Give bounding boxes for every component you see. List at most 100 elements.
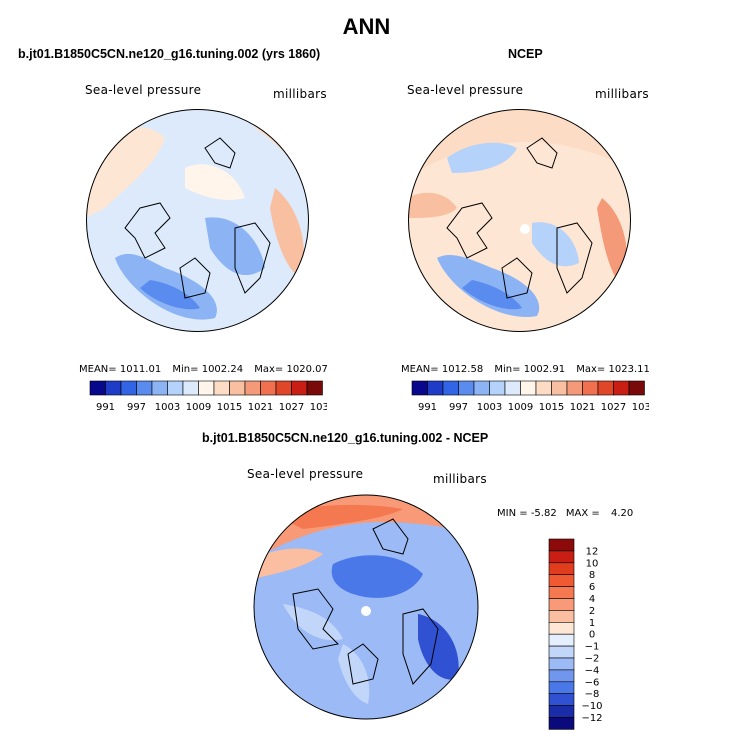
panel-bottom-variable-label: Sea-level pressure [247, 467, 364, 481]
colorbar-swatch [613, 380, 630, 396]
colorbar-tick-label: 1003 [155, 402, 180, 413]
colorbar-swatch [548, 538, 575, 552]
min-label: Min= [172, 364, 199, 375]
colorbar-swatch [548, 669, 575, 683]
colorbar-swatch [291, 380, 308, 396]
colorbar-swatch [260, 380, 277, 396]
colorbar-tick-label: 1009 [508, 402, 533, 413]
colorbar-tick-label: −4 [585, 665, 600, 676]
colorbar-swatch [167, 380, 184, 396]
field-region-high [270, 188, 304, 278]
colorbar-tick-label: 1015 [217, 402, 242, 413]
colorbar-swatch [548, 622, 575, 635]
colorbar-tick-label: 997 [449, 402, 468, 413]
panel-right-colorbar: 991 997 1003 1009 1015 1021 1027 1033 [411, 380, 649, 413]
colorbar-tick-label: 1027 [279, 402, 304, 413]
colorbar-swatch [275, 380, 292, 396]
panel-right-stats: MEAN= 1012.58 Min= 1002.91 Max= 1023.11 [401, 364, 650, 375]
panel-right-units-label: millibars [595, 87, 649, 101]
field-region-low [283, 604, 343, 641]
colorbar-swatch [120, 380, 137, 396]
colorbar-swatch [520, 380, 537, 396]
mean-value: 1012.58 [441, 364, 484, 375]
colorbar-swatch [182, 380, 199, 396]
coastlines [292, 518, 439, 685]
coastlines [124, 137, 271, 299]
panel-left-map [86, 109, 309, 332]
coastlines [446, 137, 593, 299]
field-region-low [447, 142, 517, 173]
max-value: 1020.07 [286, 364, 328, 375]
colorbar-tick-label: 1009 [186, 402, 211, 413]
field-region-high [408, 109, 631, 178]
colorbar-tick-label: −6 [585, 677, 600, 688]
colorbar-tick-label: −10 [581, 701, 602, 712]
colorbar-swatch [548, 550, 575, 564]
max-label: MAX = [565, 508, 600, 519]
colorbar-swatch [582, 380, 599, 396]
panel-bottom-map [253, 494, 479, 720]
colorbar-swatch [504, 380, 521, 396]
pole-missing-data [361, 606, 371, 616]
min-label: MIN = [497, 508, 528, 519]
colorbar-swatch [535, 380, 552, 396]
panel-right-title: NCEP [508, 47, 543, 61]
colorbar-swatch [229, 380, 246, 396]
colorbar-swatch [548, 562, 575, 575]
colorbar-tick-label: 4 [589, 594, 595, 605]
colorbar-swatch [489, 380, 506, 396]
colorbar-tick-label: 1021 [248, 402, 273, 413]
field-region-high [408, 192, 457, 218]
panel-bottom-title: b.jt01.B1850C5CN.ne120_g16.tuning.002 - … [202, 431, 489, 445]
colorbar-swatch [213, 380, 230, 396]
colorbar-tick-label: 997 [127, 402, 146, 413]
colorbar-tick-label: 991 [418, 402, 437, 413]
min-value: 1002.91 [523, 364, 566, 375]
colorbar-swatch [548, 657, 575, 671]
colorbar-tick-label: 1003 [477, 402, 502, 413]
field-region-neutral [185, 164, 245, 200]
field-region-high [597, 198, 627, 288]
panel-left-variable-label: Sea-level pressure [85, 83, 202, 97]
max-value: 1023.11 [608, 364, 650, 375]
colorbar-tick-label: 1033 [310, 402, 327, 413]
colorbar-tick-label: 1027 [601, 402, 626, 413]
colorbar-tick-label: −12 [581, 713, 602, 724]
field-region-low [418, 614, 459, 680]
colorbar-tick-label: 0 [589, 630, 595, 641]
map-border [253, 494, 479, 720]
max-label: Max= [254, 364, 284, 375]
min-label: Min= [494, 364, 521, 375]
colorbar-swatch [89, 380, 106, 396]
colorbar-swatch [548, 633, 575, 647]
colorbar-tick-label: 991 [96, 402, 115, 413]
field-region-low [331, 555, 423, 598]
colorbar-tick-label: −2 [585, 654, 600, 665]
colorbar-tick-label: 1021 [570, 402, 595, 413]
colorbar-swatch [105, 380, 122, 396]
field-region-low [140, 280, 200, 310]
colorbar-swatch [548, 574, 575, 587]
colorbar-swatch [548, 681, 575, 695]
panel-left-units-label: millibars [273, 87, 327, 101]
map-border [408, 109, 631, 332]
colorbar-tick-label: −1 [585, 642, 600, 653]
colorbar-swatch [551, 380, 568, 396]
panel-left-title: b.jt01.B1850C5CN.ne120_g16.tuning.002 (y… [18, 47, 321, 61]
colorbar-tick-label: 1033 [632, 402, 649, 413]
colorbar-tick-label: 1015 [539, 402, 564, 413]
colorbar-swatch [411, 380, 428, 396]
colorbar-swatch [548, 717, 575, 730]
pole-missing-data [520, 224, 530, 234]
panel-left-colorbar: 991 997 1003 1009 1015 1021 1027 1033 [89, 380, 327, 413]
field-region-high [254, 548, 323, 579]
colorbar-tick-label: 6 [589, 582, 595, 593]
colorbar-swatch [198, 380, 215, 396]
colorbar-swatch [306, 380, 323, 396]
colorbar-swatch [458, 380, 475, 396]
colorbar-swatch [548, 598, 575, 611]
field-region-low [338, 644, 370, 704]
mean-label: MEAN= [401, 364, 439, 375]
colorbar-swatch [548, 693, 575, 706]
max-label: Max= [576, 364, 606, 375]
